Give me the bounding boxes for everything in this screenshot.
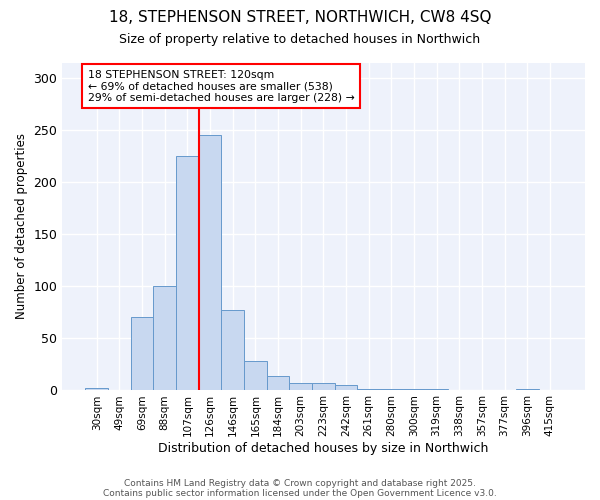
Text: Contains HM Land Registry data © Crown copyright and database right 2025.: Contains HM Land Registry data © Crown c… [124, 478, 476, 488]
Bar [176, 156, 199, 390]
Bar [516, 389, 539, 390]
Bar [244, 361, 266, 390]
Bar [335, 385, 357, 390]
Bar [131, 318, 154, 390]
Bar [85, 388, 108, 390]
Bar [289, 383, 312, 390]
Bar [266, 376, 289, 390]
Text: Contains public sector information licensed under the Open Government Licence v3: Contains public sector information licen… [103, 488, 497, 498]
Bar [425, 389, 448, 390]
X-axis label: Distribution of detached houses by size in Northwich: Distribution of detached houses by size … [158, 442, 488, 455]
Text: Size of property relative to detached houses in Northwich: Size of property relative to detached ho… [119, 32, 481, 46]
Bar [221, 310, 244, 390]
Bar [312, 383, 335, 390]
Bar [154, 286, 176, 390]
Bar [380, 389, 403, 390]
Y-axis label: Number of detached properties: Number of detached properties [15, 134, 28, 320]
Bar [357, 389, 380, 390]
Text: 18, STEPHENSON STREET, NORTHWICH, CW8 4SQ: 18, STEPHENSON STREET, NORTHWICH, CW8 4S… [109, 10, 491, 25]
Bar [199, 136, 221, 390]
Bar [403, 389, 425, 390]
Text: 18 STEPHENSON STREET: 120sqm
← 69% of detached houses are smaller (538)
29% of s: 18 STEPHENSON STREET: 120sqm ← 69% of de… [88, 70, 355, 103]
